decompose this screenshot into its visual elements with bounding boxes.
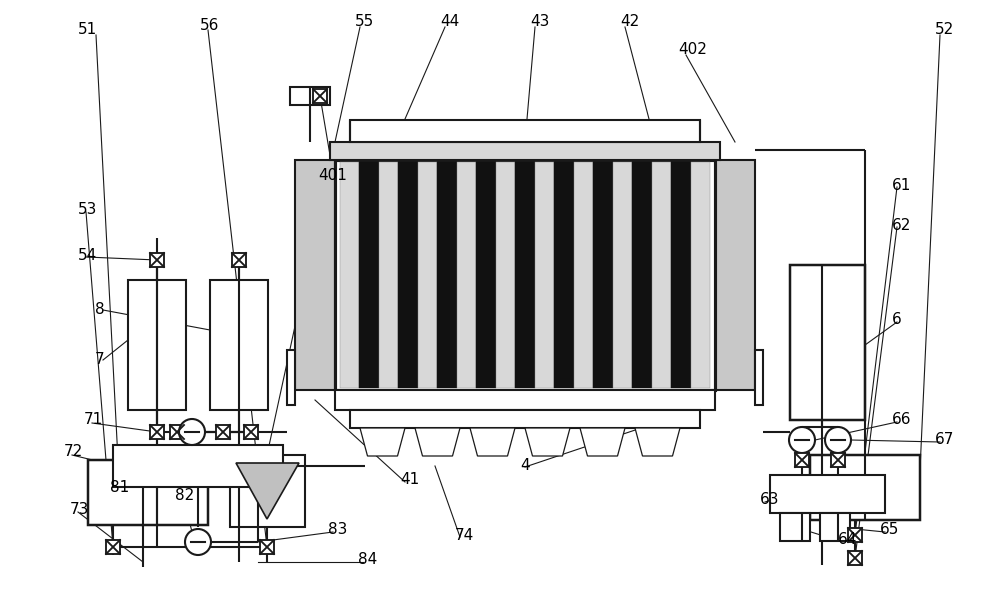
Bar — [290, 87, 330, 105]
Text: 83: 83 — [328, 523, 347, 538]
Text: 42: 42 — [620, 15, 639, 29]
Text: 72: 72 — [64, 445, 83, 460]
Circle shape — [179, 419, 205, 445]
Bar — [632, 162, 652, 388]
Bar — [831, 453, 845, 467]
Polygon shape — [525, 428, 570, 456]
Bar — [313, 89, 327, 103]
Bar — [150, 253, 164, 267]
Bar — [244, 425, 258, 439]
Bar — [755, 350, 763, 405]
Bar — [330, 142, 720, 160]
Bar — [106, 540, 120, 554]
Bar — [780, 513, 810, 541]
Bar — [379, 162, 398, 388]
Bar — [848, 528, 862, 542]
Text: 61: 61 — [892, 177, 911, 192]
Bar — [128, 280, 186, 410]
Text: 65: 65 — [880, 523, 899, 538]
Bar — [287, 350, 295, 405]
Text: 73: 73 — [70, 502, 89, 518]
Text: 52: 52 — [935, 23, 954, 38]
Bar — [350, 410, 700, 428]
Polygon shape — [415, 428, 460, 456]
Bar — [350, 120, 700, 142]
Bar — [790, 265, 865, 420]
Text: 51: 51 — [78, 23, 97, 38]
Bar — [535, 162, 554, 388]
Bar — [150, 425, 164, 439]
Text: 54: 54 — [78, 247, 97, 262]
Bar — [820, 513, 850, 541]
Bar — [671, 162, 691, 388]
Polygon shape — [360, 428, 405, 456]
Bar — [515, 162, 535, 388]
Bar — [613, 162, 632, 388]
Text: 84: 84 — [358, 552, 377, 568]
Text: 41: 41 — [400, 473, 419, 487]
Polygon shape — [580, 428, 625, 456]
Text: 6: 6 — [892, 312, 902, 328]
Bar — [340, 162, 359, 388]
Bar — [593, 162, 613, 388]
Text: 82: 82 — [175, 487, 194, 502]
Bar — [691, 162, 710, 388]
Bar — [476, 162, 496, 388]
Circle shape — [185, 529, 211, 555]
Bar — [113, 445, 283, 487]
Text: 401: 401 — [318, 167, 347, 183]
Circle shape — [825, 427, 851, 453]
Bar — [335, 390, 715, 410]
Polygon shape — [635, 428, 680, 456]
Bar — [770, 475, 885, 513]
Bar — [652, 162, 671, 388]
Text: 63: 63 — [760, 493, 780, 507]
Bar — [88, 460, 208, 525]
Text: 402: 402 — [678, 43, 707, 57]
Bar — [795, 453, 809, 467]
Bar — [216, 425, 230, 439]
Text: 56: 56 — [200, 18, 219, 32]
Circle shape — [789, 427, 815, 453]
Bar — [295, 160, 335, 390]
Bar — [554, 162, 574, 388]
Bar — [715, 160, 755, 390]
Text: 66: 66 — [892, 412, 912, 428]
Bar — [230, 455, 305, 527]
Text: 44: 44 — [440, 15, 459, 29]
Polygon shape — [470, 428, 515, 456]
Text: 7: 7 — [95, 353, 105, 367]
Text: 43: 43 — [530, 15, 549, 29]
Text: 4: 4 — [520, 457, 530, 473]
Bar — [232, 253, 246, 267]
Polygon shape — [236, 463, 299, 519]
Bar — [398, 162, 418, 388]
Bar — [260, 540, 274, 554]
Bar — [574, 162, 593, 388]
Bar — [810, 455, 920, 520]
Text: 8: 8 — [95, 303, 105, 317]
Bar — [437, 162, 457, 388]
Bar — [418, 162, 437, 388]
Bar — [335, 160, 715, 390]
Text: 62: 62 — [892, 217, 911, 233]
Text: 81: 81 — [110, 481, 129, 496]
Bar — [848, 551, 862, 565]
Text: 53: 53 — [78, 203, 97, 217]
Bar — [359, 162, 379, 388]
Text: 55: 55 — [355, 15, 374, 29]
Bar — [170, 425, 184, 439]
Bar — [496, 162, 515, 388]
Text: 64: 64 — [838, 532, 857, 547]
Bar — [210, 280, 268, 410]
Text: 67: 67 — [935, 432, 954, 448]
Text: 74: 74 — [455, 527, 474, 543]
Text: 71: 71 — [84, 412, 103, 428]
Bar — [457, 162, 476, 388]
